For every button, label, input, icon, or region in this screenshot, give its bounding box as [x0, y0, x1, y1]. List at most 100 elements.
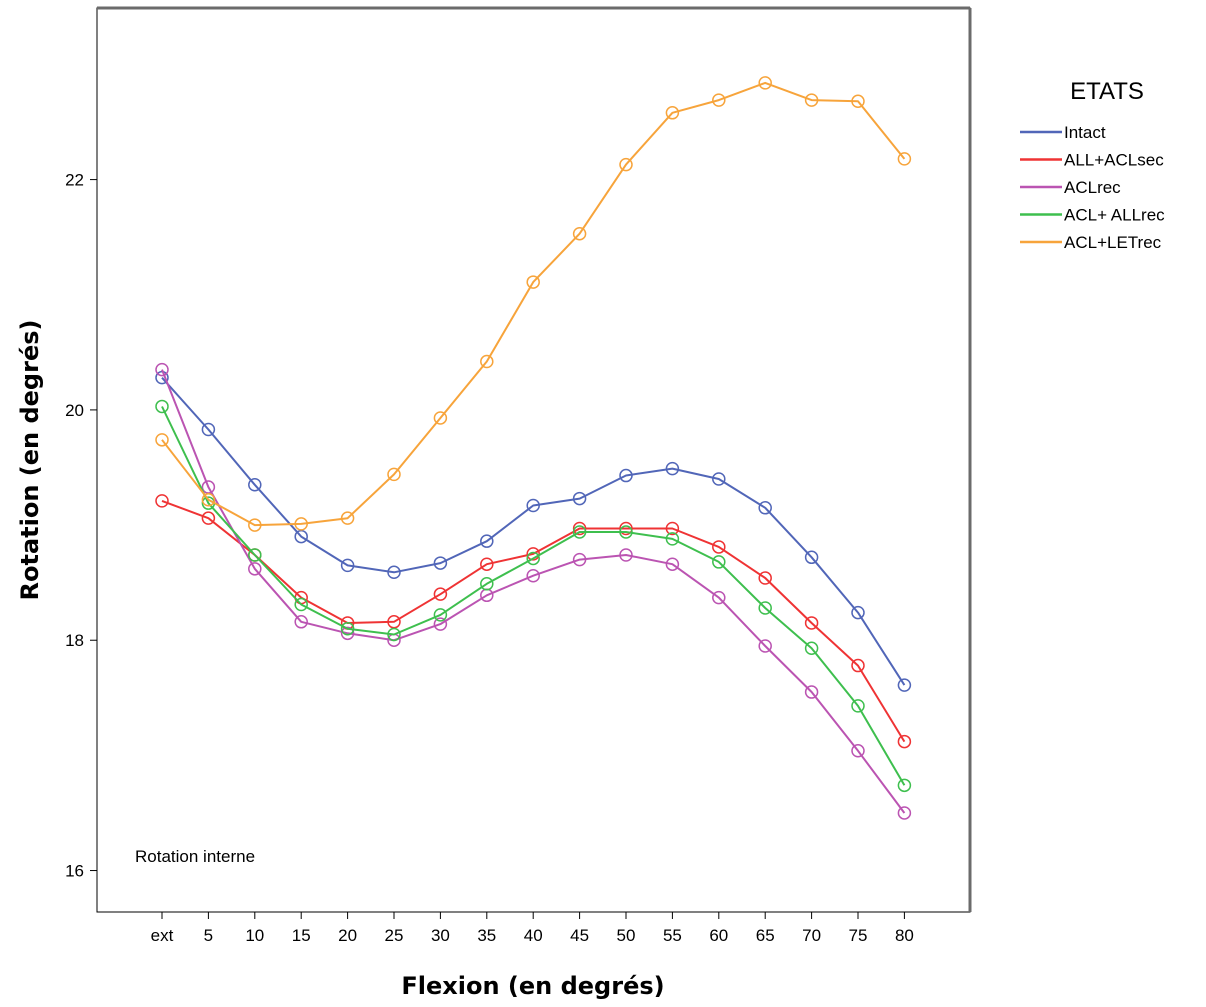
data-point: [526, 275, 540, 289]
data-point: [851, 658, 865, 673]
x-tick-label: 25: [385, 926, 404, 945]
data-point: [387, 627, 401, 642]
x-tick-label: 55: [663, 926, 682, 945]
data-point: [387, 565, 401, 580]
legend-label: ACL+ ALLrec: [1064, 206, 1165, 225]
data-point: [758, 639, 772, 653]
data-point: [433, 587, 448, 601]
data-point: [340, 626, 355, 641]
data-point: [340, 558, 355, 573]
data-point: [712, 93, 726, 107]
plot-frame: [96, 7, 971, 913]
data-point: [619, 548, 633, 562]
x-tick-label: 60: [709, 926, 728, 945]
data-point: [804, 616, 819, 630]
x-tick-label: 65: [756, 926, 775, 945]
x-tick-label: 70: [802, 926, 821, 945]
data-point: [294, 517, 308, 531]
data-point: [897, 778, 912, 793]
data-point: [155, 362, 169, 377]
data-point: [248, 562, 262, 576]
x-tick-label: 35: [477, 926, 496, 945]
data-point: [851, 744, 865, 758]
series-line: [161, 377, 906, 686]
data-point: [619, 468, 633, 483]
series-aclrec: [155, 362, 912, 820]
x-tick-label: ext: [151, 926, 174, 945]
x-tick-label: 45: [570, 926, 589, 945]
data-point: [155, 433, 169, 447]
legend-item: ACLrec: [1020, 178, 1121, 197]
legend-label: ALL+ACLsec: [1064, 151, 1164, 170]
x-tick-label: 20: [338, 926, 357, 945]
data-point: [201, 422, 216, 437]
data-point: [480, 577, 494, 591]
data-point: [340, 511, 355, 525]
y-axis-title: Rotation (en degrés): [16, 320, 44, 601]
legend-item: ALL+ACLsec: [1020, 151, 1164, 170]
legend-item: ACL+ ALLrec: [1020, 206, 1165, 225]
x-axis-title: Flexion (en degrés): [401, 972, 664, 1000]
y-tick-label: 22: [65, 171, 84, 190]
data-point: [758, 501, 772, 515]
legend-label: Intact: [1064, 123, 1106, 142]
x-tick-label: 5: [204, 926, 213, 945]
data-point: [155, 494, 169, 508]
y-tick-label: 20: [65, 401, 84, 420]
annotation-text: Rotation interne: [135, 847, 255, 866]
data-point: [665, 557, 680, 571]
legend-title: ETATS: [1070, 78, 1144, 105]
data-point: [294, 615, 308, 629]
data-point: [897, 806, 912, 820]
x-axis-ticks: ext 5 10 15 20 25 30 35 40 45 50 55 60 65 70 75 80: [151, 912, 914, 945]
data-point: [758, 76, 772, 90]
data-point: [526, 551, 540, 566]
data-point: [572, 226, 587, 241]
legend-item: ACL+LETrec: [1020, 233, 1162, 252]
series-line: [161, 406, 906, 786]
data-point: [480, 534, 494, 548]
data-point: [619, 521, 633, 536]
series-layer: [155, 76, 912, 820]
data-point: [758, 571, 772, 585]
x-tick-label: 10: [245, 926, 264, 945]
data-point: [248, 518, 262, 532]
series-acl-letrec: [155, 76, 912, 532]
data-point: [294, 597, 308, 612]
x-tick-label: 40: [524, 926, 543, 945]
data-point: [572, 521, 587, 536]
y-axis-ticks: 16 18 20 22: [65, 171, 97, 881]
x-tick-label: 50: [617, 926, 636, 945]
data-point: [804, 685, 819, 699]
legend: ETATS Intact ALL+ACLsec ACLrec ACL+ ALLrec A…: [1020, 78, 1165, 252]
series-line: [161, 499, 906, 743]
data-point: [619, 525, 633, 539]
data-point: [897, 152, 912, 166]
data-point: [480, 557, 494, 571]
data-point: [804, 93, 819, 107]
data-point: [712, 555, 726, 569]
data-point: [433, 556, 448, 570]
data-point: [433, 608, 448, 622]
data-point: [665, 461, 680, 476]
data-point: [897, 678, 912, 692]
data-point: [712, 590, 726, 605]
data-point: [619, 157, 633, 172]
series-line: [161, 81, 906, 527]
legend-label: ACLrec: [1064, 178, 1121, 197]
data-point: [201, 511, 216, 525]
data-point: [665, 106, 680, 120]
data-point: [665, 532, 680, 546]
data-point: [804, 550, 819, 565]
data-point: [526, 547, 540, 561]
data-point: [572, 491, 587, 506]
legend-label: ACL+LETrec: [1064, 233, 1162, 252]
x-tick-label: 30: [431, 926, 450, 945]
data-point: [387, 467, 401, 482]
data-point: [248, 478, 262, 492]
x-tick-label: 15: [292, 926, 311, 945]
series-line: [161, 369, 906, 814]
x-tick-label: 75: [849, 926, 868, 945]
data-point: [851, 605, 865, 620]
